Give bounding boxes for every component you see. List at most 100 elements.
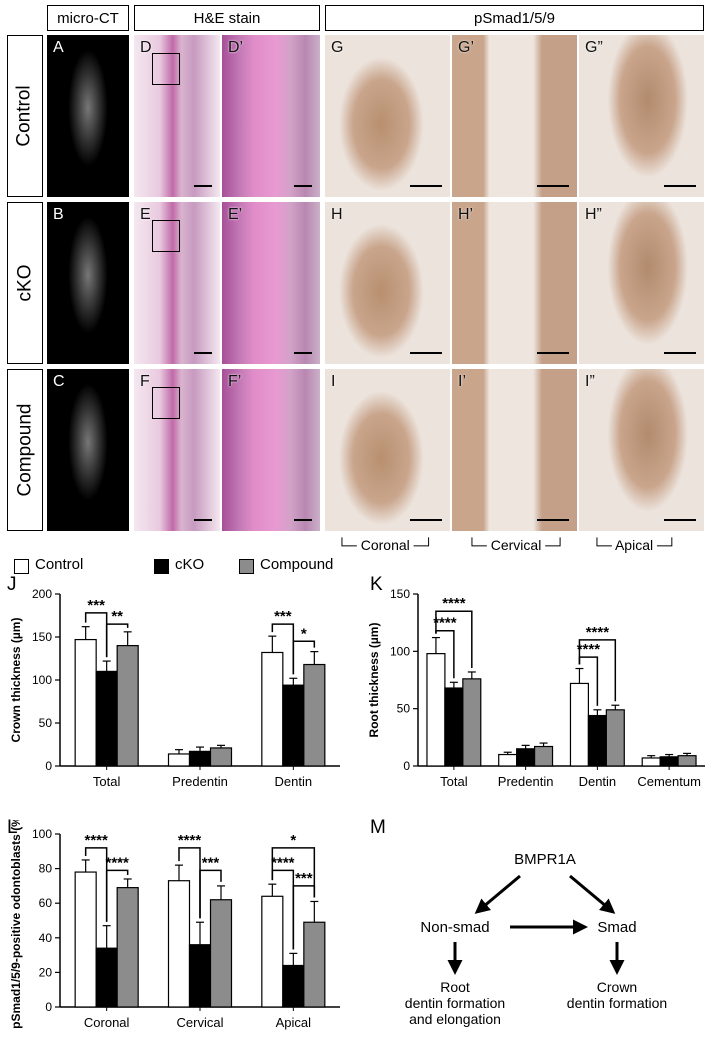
panel-letter: G xyxy=(331,39,344,56)
bar-compound xyxy=(462,678,482,767)
significance-label: *** xyxy=(202,854,220,871)
scale-bar xyxy=(664,519,696,521)
header-psmad: pSmad1/5/9 xyxy=(325,5,704,31)
significance-label: **** xyxy=(433,615,457,632)
scale-bar xyxy=(294,185,312,187)
image-panel-cervical-control: G’ xyxy=(452,35,577,197)
scale-bar xyxy=(294,519,312,521)
x-tick-label: Total xyxy=(93,774,121,789)
y-tick-label: 50 xyxy=(397,702,411,716)
row-label-cko: cKO xyxy=(7,202,43,364)
scale-bar xyxy=(410,519,442,521)
x-tick-label: Apical xyxy=(276,1015,312,1030)
panel-letter: I” xyxy=(585,373,595,390)
significance-label: *** xyxy=(274,608,292,625)
image-panel-microct-compound: C xyxy=(47,369,129,531)
panel-letter: B xyxy=(53,206,64,223)
bar-cko xyxy=(282,684,305,767)
significance-bracket xyxy=(271,847,316,898)
y-tick-label: 20 xyxy=(39,965,53,979)
x-tick-label: Total xyxy=(440,774,468,789)
panel-letter: E xyxy=(140,206,151,223)
y-tick-label: 150 xyxy=(32,630,52,644)
image-panel-microct-cko: B xyxy=(47,202,129,364)
panel-letter: H” xyxy=(585,206,602,223)
image-panel-cervical-compound: I’ xyxy=(452,369,577,531)
bar-control xyxy=(261,651,284,767)
significance-label: * xyxy=(290,832,296,849)
figure-letter-j: J xyxy=(7,574,17,595)
panel-letter: E’ xyxy=(228,206,243,223)
outcome-crown-line2: dentin formation xyxy=(567,995,667,1011)
panel-letter: D’ xyxy=(228,39,244,56)
scale-bar xyxy=(537,352,569,354)
y-tick-label: 100 xyxy=(390,644,410,658)
outcome-root-line2: dentin formation xyxy=(405,995,505,1011)
node-smad: Smad xyxy=(597,919,636,936)
scale-bar xyxy=(410,352,442,354)
bracket-apical: └─ Apical ─┘ xyxy=(592,537,677,553)
bar-control xyxy=(641,757,661,767)
y-tick-label: 50 xyxy=(39,716,53,730)
significance-label: *** xyxy=(87,597,105,614)
bar-compound xyxy=(303,663,326,767)
significance-bracket xyxy=(578,639,617,702)
x-tick-label: Cervical xyxy=(177,1015,224,1030)
outcome-root-line1: Root xyxy=(440,979,470,995)
image-panel-coronal-control: G xyxy=(325,35,450,197)
significance-label: **** xyxy=(586,624,610,641)
bar-control xyxy=(74,871,97,1008)
panel-letter: G’ xyxy=(458,39,474,56)
y-tick-label: 40 xyxy=(39,931,53,945)
legend-label-control: Control xyxy=(35,556,84,573)
legend-swatch-compound xyxy=(239,559,254,574)
significance-bracket xyxy=(435,610,473,668)
bar-compound xyxy=(533,745,554,767)
bar-control xyxy=(74,638,97,767)
bar-control xyxy=(569,682,590,767)
bar-compound xyxy=(209,747,233,767)
significance-label: ** xyxy=(111,608,123,625)
panel-letter: D xyxy=(140,39,152,56)
panel-letter: C xyxy=(53,373,65,390)
image-panel-coronal-compound: I xyxy=(325,369,450,531)
panel-letter: I’ xyxy=(458,373,466,390)
chart-psmad-odontoblasts: 0 20 40 60 80 100 pSmad1/5/9-positive odontobl… xyxy=(9,820,340,1030)
significance-bracket xyxy=(292,640,316,675)
bar-compound xyxy=(209,899,233,1008)
significance-label: **** xyxy=(84,832,108,849)
scale-bar xyxy=(537,185,569,187)
bar-cko xyxy=(587,714,607,767)
node-non-smad: Non-smad xyxy=(420,919,489,936)
zoom-region-box xyxy=(152,220,180,252)
chart-root-thickness: 0 50 100 150 Root thickness (µm) Total Predent… xyxy=(367,587,705,789)
scale-bar xyxy=(664,352,696,354)
bar-control xyxy=(167,753,191,767)
bar-control xyxy=(498,753,518,767)
y-axis-label: Root thickness (µm) xyxy=(367,623,381,738)
x-tick-label: Dentin xyxy=(579,774,617,789)
bar-control xyxy=(426,653,446,767)
bar-compound xyxy=(677,755,697,767)
bracket-cervical: └─ Cervical ─┘ xyxy=(467,537,566,553)
zoom-region-box xyxy=(152,387,180,419)
scale-bar xyxy=(537,519,569,521)
bar-cko xyxy=(444,687,464,767)
bar-compound xyxy=(605,709,625,767)
image-panel-apical-control: G” xyxy=(579,35,704,197)
y-tick-label: 200 xyxy=(32,587,52,601)
header-microct: micro-CT xyxy=(47,5,129,31)
scale-bar xyxy=(294,352,312,354)
figure-letter-m: M xyxy=(370,817,386,838)
x-tick-label: Dentin xyxy=(275,774,313,789)
scale-bar xyxy=(194,185,212,187)
bar-cko xyxy=(95,670,118,767)
significance-bracket xyxy=(578,656,599,706)
image-panel-he-cko: E xyxy=(134,202,220,364)
bar-cko xyxy=(188,750,212,767)
significance-bracket xyxy=(199,869,222,919)
bar-control xyxy=(167,880,191,1008)
panel-letter: F xyxy=(140,373,150,390)
significance-label: **** xyxy=(442,595,466,612)
bar-cko xyxy=(282,964,305,1008)
